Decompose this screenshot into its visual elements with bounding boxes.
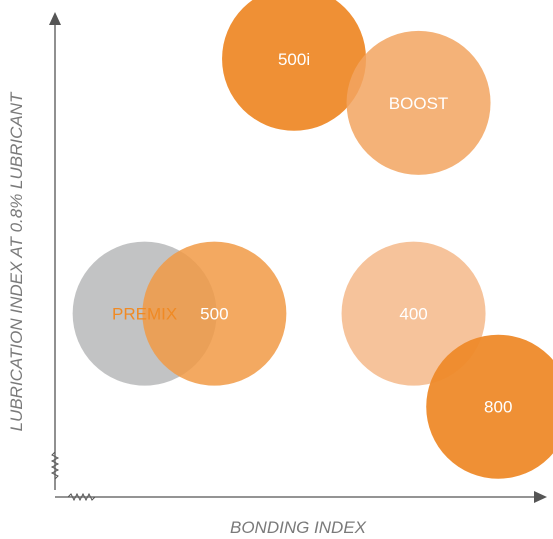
y-axis: [49, 12, 61, 490]
bubbles-group: PREMIX 500 500i BOOST 400 800: [72, 0, 553, 479]
bubble-label-500i: 500i: [278, 50, 310, 69]
bubble-label-500: 500: [200, 305, 228, 324]
bubble-500: [142, 241, 287, 386]
y-axis-label: LUBRICATION INDEX AT 0.8% LUBRICANT: [7, 91, 26, 431]
bubble-400: [341, 241, 486, 386]
y-axis-break-icon: [50, 451, 60, 480]
bubble-label-800: 800: [484, 398, 512, 417]
x-axis-break-icon: [67, 492, 96, 502]
x-axis-label: BONDING INDEX: [230, 518, 367, 537]
bubble-label-boost: BOOST: [389, 94, 449, 113]
bubble-boost: [346, 30, 491, 175]
x-axis-arrow-icon: [534, 491, 547, 503]
bubble-label-400: 400: [399, 305, 427, 324]
x-axis: [55, 491, 547, 503]
bubble-800: [426, 334, 553, 479]
y-axis-arrow-icon: [49, 12, 61, 25]
bubble-label-premix: PREMIX: [112, 305, 177, 324]
bubble-500i: [222, 0, 367, 131]
